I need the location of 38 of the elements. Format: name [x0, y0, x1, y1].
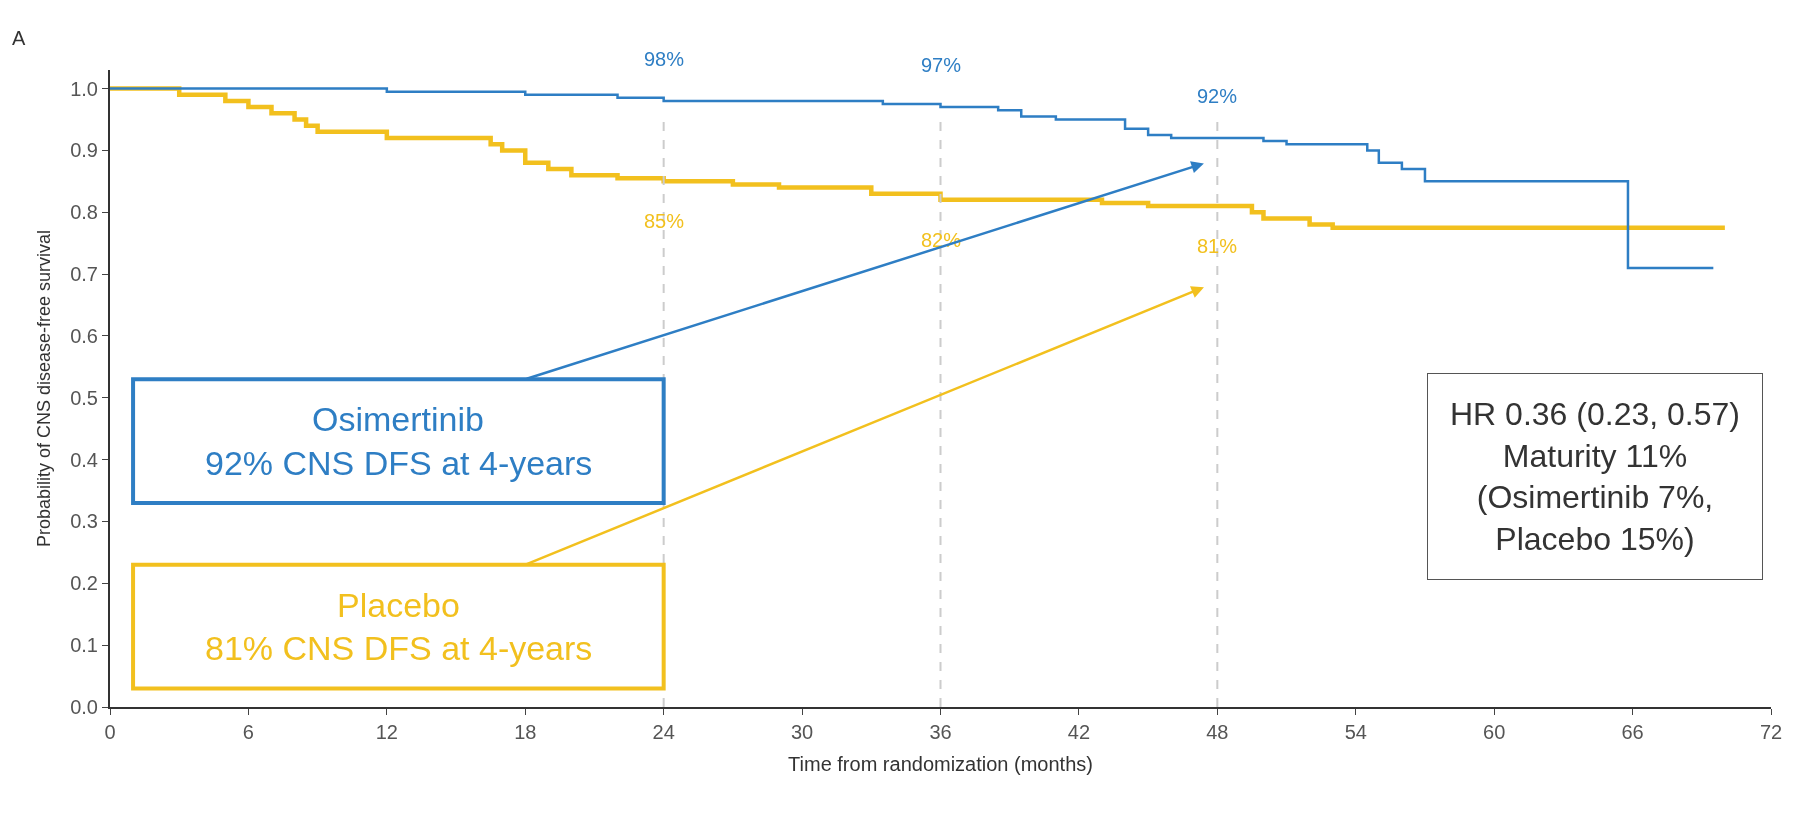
x-tick-label: 18 [514, 721, 537, 743]
annotation: 81% [1197, 235, 1238, 257]
y-tick-label: 0.5 [70, 386, 98, 409]
y-tick-label: 0.1 [70, 634, 98, 657]
y-tick-label: 0.0 [70, 696, 98, 718]
x-axis-title: Time from randomization (months) [788, 753, 1093, 775]
y-tick-label: 0.9 [70, 139, 98, 162]
y-tick-label: 0.3 [70, 510, 98, 533]
x-tick-label: 48 [1206, 721, 1229, 743]
x-tick-label: 54 [1344, 721, 1367, 743]
y-axis-title: Probability of CNS disease-free survival [33, 229, 54, 548]
x-tick-label: 72 [1759, 721, 1783, 743]
x-tick-label: 24 [652, 721, 675, 743]
annotation: HR 0.36 (0.23, 0.57) Maturity 11% (Osimertinib 7%, Placebo 15%) [1450, 396, 1740, 557]
x-tick-label: 0 [104, 721, 116, 743]
y-tick-label: 0.6 [70, 324, 98, 347]
text: Osimertinib [312, 400, 484, 438]
y-tick-label: 0.2 [70, 572, 98, 595]
annotation: 81% CNS DFS at 4-years [205, 629, 593, 667]
x-tick-label: 66 [1621, 721, 1644, 743]
annotation: 82% [921, 229, 962, 251]
y-tick-label: 1.0 [70, 77, 98, 100]
x-tick-label: 30 [790, 721, 814, 743]
annotation: 97% [921, 54, 962, 76]
text: A [12, 27, 26, 49]
annotation: 98% [644, 48, 685, 70]
x-tick-label: 6 [242, 721, 254, 743]
annotation: 92% CNS DFS at 4-years [205, 444, 593, 482]
x-tick-label: 60 [1483, 721, 1506, 743]
y-tick-label: 0.7 [70, 263, 98, 286]
x-tick-label: 42 [1067, 721, 1091, 743]
y-tick-label: 0.4 [70, 448, 98, 471]
x-tick-label: 36 [929, 721, 952, 743]
x-tick-label: 12 [375, 721, 398, 743]
annotation: 92% [1197, 85, 1238, 107]
text: Placebo [337, 586, 460, 624]
y-tick-label: 0.8 [70, 201, 98, 224]
annotation: 85% [644, 210, 685, 232]
